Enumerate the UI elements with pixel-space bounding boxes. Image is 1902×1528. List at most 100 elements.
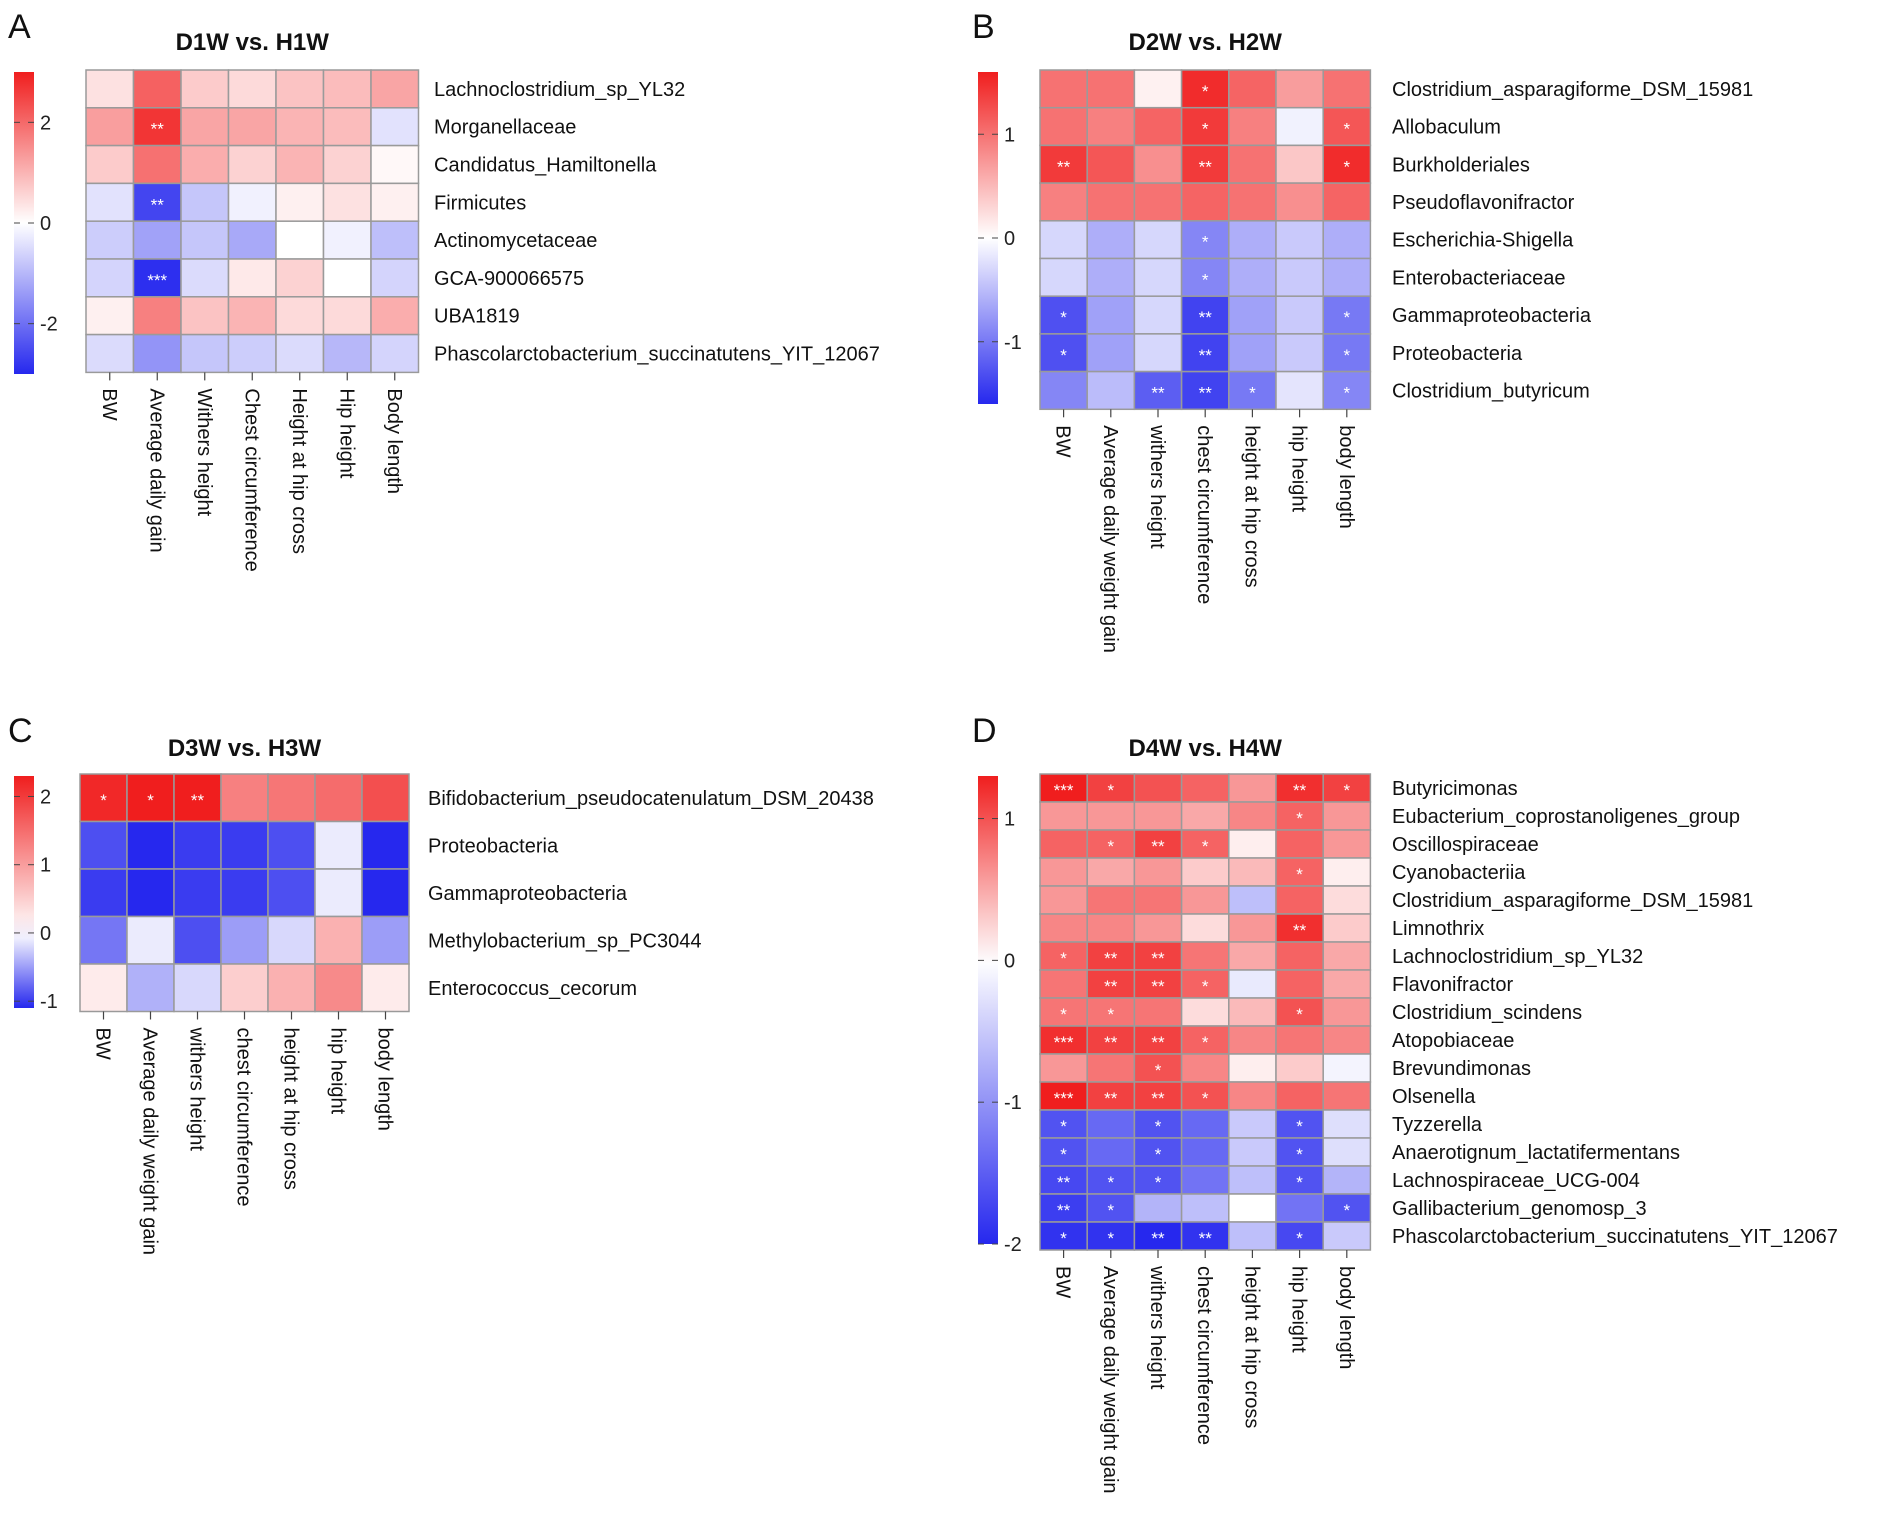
row-label: Enterococcus_cecorum — [428, 978, 637, 1000]
heatmap-cell — [1228, 144, 1277, 184]
column-label: BW — [98, 388, 120, 420]
scale-tick-label: 2 — [40, 112, 51, 134]
column-label: BW — [1052, 1266, 1074, 1298]
significance-label: ** — [1151, 383, 1165, 402]
heatmap-cell — [1228, 333, 1277, 373]
heatmap-cell — [1228, 106, 1277, 147]
heatmap-cell — [1086, 1081, 1136, 1111]
heatmap-cell — [1275, 969, 1324, 999]
heatmap-cell — [1228, 773, 1277, 803]
row-label: Actinomycetaceae — [434, 230, 597, 252]
heatmap-cell — [227, 258, 277, 298]
scale-tick-label: 0 — [1004, 228, 1015, 250]
heatmap-cell — [1322, 1053, 1372, 1083]
heatmap-cell — [275, 182, 325, 222]
heatmap-cell — [1086, 1137, 1136, 1167]
heatmap-cell — [314, 915, 363, 965]
heatmap-cell — [1322, 857, 1372, 887]
heatmap-cell — [1133, 1081, 1183, 1111]
heatmap-cell — [173, 820, 222, 870]
heatmap-cell — [1133, 182, 1183, 222]
heatmap-cell — [227, 107, 277, 147]
row-label: Brevundimonas — [1392, 1058, 1531, 1080]
heatmap-cell — [1322, 1025, 1372, 1055]
row-label: Bifidobacterium_pseudocatenulatum_DSM_20… — [428, 788, 874, 810]
heatmap-cell — [361, 915, 410, 965]
row-label: Lachnospiraceae_UCG-004 — [1392, 1170, 1640, 1192]
heatmap-cell — [322, 296, 372, 336]
significance-label: ** — [1199, 383, 1213, 402]
row-label: Eubacterium_coprostanoligenes_group — [1392, 806, 1740, 828]
significance-label: ** — [1057, 157, 1071, 176]
heatmap-cell — [1322, 106, 1372, 147]
heatmap-cell — [126, 963, 175, 1013]
heatmap-cell — [79, 915, 128, 965]
heatmap-cell — [1228, 1109, 1277, 1139]
row-label: Butyricimonas — [1392, 778, 1518, 800]
significance-label: ** — [1151, 1033, 1165, 1052]
heatmap-cell — [173, 868, 222, 918]
column-label: Average daily weight gain — [1099, 425, 1121, 653]
heatmap-cell — [1322, 1165, 1372, 1195]
row-label: Limnothrix — [1392, 918, 1484, 940]
significance-label: * — [1202, 1089, 1209, 1108]
significance-label: ** — [1104, 1089, 1118, 1108]
significance-label: ** — [151, 195, 165, 214]
row-label: Gammaproteobacteria — [428, 883, 628, 905]
heatmap-cell — [267, 773, 316, 823]
heatmap-cell — [1180, 885, 1230, 915]
heatmap-cell — [1322, 969, 1372, 999]
heatmap-cell — [1180, 1053, 1230, 1083]
column-label: chest circumference — [233, 1028, 255, 1207]
row-label: Lachnoclostridium_sp_YL32 — [1392, 946, 1643, 968]
column-label: hip height — [327, 1028, 349, 1115]
significance-label: *** — [147, 271, 167, 290]
significance-label: ** — [1151, 949, 1165, 968]
heatmap-cell — [322, 144, 372, 185]
significance-label: ** — [1104, 977, 1118, 996]
scale-tick-label: 1 — [40, 855, 51, 877]
heatmap-cell — [370, 69, 420, 109]
heatmap-cell — [227, 182, 277, 222]
significance-label: * — [1060, 1117, 1067, 1136]
heatmap-cell — [322, 258, 372, 298]
heatmap-cell — [1180, 333, 1230, 373]
heatmap-cell — [1228, 1193, 1277, 1223]
heatmap-cell — [1180, 1193, 1230, 1223]
heatmap-cell — [275, 69, 325, 109]
panel-title: D3W vs. H3W — [168, 735, 322, 762]
heatmap-cell — [1228, 1053, 1277, 1083]
heatmap-cell — [314, 963, 363, 1013]
heatmap-cell — [370, 107, 420, 147]
significance-label: * — [1343, 1201, 1350, 1220]
significance-label: * — [1107, 1201, 1114, 1220]
heatmap-cell — [1039, 857, 1088, 887]
heatmap-cell — [1039, 220, 1088, 260]
heatmap-cell — [314, 773, 363, 823]
heatmap-cell — [1039, 182, 1088, 222]
heatmap-cell — [1322, 220, 1372, 260]
column-label: hip height — [1288, 1266, 1310, 1353]
significance-label: * — [1155, 1061, 1162, 1080]
significance-label: * — [100, 791, 107, 810]
significance-label: * — [1060, 346, 1067, 365]
row-label: GCA-900066575 — [434, 268, 584, 290]
significance-label: ** — [1057, 1173, 1071, 1192]
column-label: Average daily weight gain — [139, 1028, 161, 1256]
heatmap-cell — [1039, 829, 1088, 859]
significance-label: * — [1202, 977, 1209, 996]
heatmap-cell — [1322, 997, 1372, 1027]
heatmap-cell — [180, 182, 230, 222]
heatmap-cell — [1228, 969, 1277, 999]
column-label: chest circumference — [1193, 425, 1215, 604]
heatmap-cell — [1322, 1137, 1372, 1167]
heatmap-cell — [1228, 1137, 1277, 1167]
heatmap-cell — [370, 296, 420, 336]
significance-label: * — [1343, 308, 1350, 327]
significance-label: ** — [151, 120, 165, 139]
heatmap-cell — [180, 144, 230, 185]
heatmap-cell — [1322, 1221, 1372, 1251]
significance-label: ** — [1199, 346, 1213, 365]
